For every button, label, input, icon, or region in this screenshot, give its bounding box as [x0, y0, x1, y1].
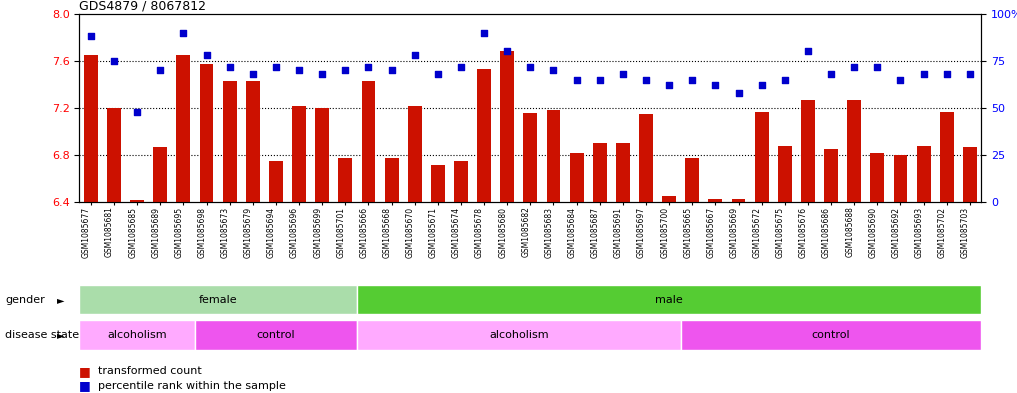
Bar: [778, 146, 792, 202]
Text: alcoholism: alcoholism: [108, 330, 167, 340]
Point: [82, 33, 99, 40]
Point: [846, 63, 862, 70]
Bar: [477, 69, 491, 202]
Bar: [79, 285, 357, 314]
Bar: [894, 155, 907, 202]
Bar: [940, 112, 954, 202]
Text: gender: gender: [5, 295, 45, 305]
Point: [338, 67, 354, 73]
Point: [870, 63, 886, 70]
Bar: [384, 158, 399, 202]
Bar: [195, 320, 357, 350]
Bar: [524, 113, 537, 202]
Point: [962, 71, 978, 77]
Bar: [593, 143, 607, 202]
Point: [453, 63, 469, 70]
Point: [499, 48, 516, 55]
Bar: [431, 165, 444, 202]
Bar: [916, 146, 931, 202]
Text: GDS4879 / 8067812: GDS4879 / 8067812: [79, 0, 206, 13]
Text: female: female: [198, 295, 237, 305]
Text: ■: ■: [79, 365, 92, 378]
Point: [545, 67, 561, 73]
Bar: [454, 161, 468, 202]
Text: ►: ►: [57, 295, 65, 305]
Point: [198, 52, 215, 59]
Point: [407, 52, 423, 59]
Text: transformed count: transformed count: [98, 366, 201, 376]
Bar: [154, 147, 167, 202]
Point: [383, 67, 400, 73]
Bar: [546, 110, 560, 202]
Point: [915, 71, 932, 77]
Text: control: control: [256, 330, 295, 340]
Point: [754, 82, 770, 88]
Bar: [847, 100, 861, 202]
Bar: [639, 114, 653, 202]
Point: [684, 77, 701, 83]
Point: [129, 109, 145, 115]
Point: [939, 71, 955, 77]
Bar: [268, 161, 283, 202]
Point: [707, 82, 723, 88]
Point: [661, 82, 677, 88]
Bar: [292, 106, 306, 202]
Bar: [361, 81, 375, 202]
Point: [799, 48, 816, 55]
Point: [892, 77, 908, 83]
Point: [360, 63, 376, 70]
Point: [222, 63, 238, 70]
Point: [291, 67, 307, 73]
Text: male: male: [655, 295, 683, 305]
Bar: [357, 285, 981, 314]
Bar: [79, 320, 195, 350]
Text: ■: ■: [79, 379, 92, 393]
Text: alcoholism: alcoholism: [489, 330, 548, 340]
Point: [314, 71, 331, 77]
Bar: [570, 153, 584, 202]
Point: [777, 77, 793, 83]
Point: [430, 71, 446, 77]
Bar: [339, 158, 352, 202]
Bar: [357, 320, 680, 350]
Point: [569, 77, 585, 83]
Text: ►: ►: [57, 330, 65, 340]
Point: [823, 71, 839, 77]
Bar: [408, 106, 422, 202]
Point: [245, 71, 261, 77]
Point: [106, 58, 122, 64]
Bar: [680, 320, 981, 350]
Bar: [500, 51, 515, 202]
Point: [592, 77, 608, 83]
Point: [614, 71, 631, 77]
Bar: [107, 108, 121, 202]
Point: [730, 90, 746, 96]
Bar: [871, 153, 884, 202]
Bar: [824, 149, 838, 202]
Bar: [963, 147, 976, 202]
Point: [153, 67, 169, 73]
Point: [638, 77, 654, 83]
Point: [175, 29, 191, 36]
Text: control: control: [812, 330, 850, 340]
Bar: [616, 143, 630, 202]
Point: [523, 63, 539, 70]
Text: percentile rank within the sample: percentile rank within the sample: [98, 381, 286, 391]
Bar: [84, 55, 98, 202]
Bar: [709, 199, 722, 202]
Bar: [685, 158, 700, 202]
Text: disease state: disease state: [5, 330, 79, 340]
Point: [267, 63, 284, 70]
Bar: [246, 81, 259, 202]
Bar: [223, 81, 237, 202]
Bar: [801, 100, 815, 202]
Bar: [315, 108, 330, 202]
Point: [476, 29, 492, 36]
Bar: [130, 200, 144, 202]
Bar: [177, 55, 190, 202]
Bar: [755, 112, 769, 202]
Bar: [731, 199, 745, 202]
Bar: [662, 196, 676, 202]
Bar: [199, 64, 214, 202]
